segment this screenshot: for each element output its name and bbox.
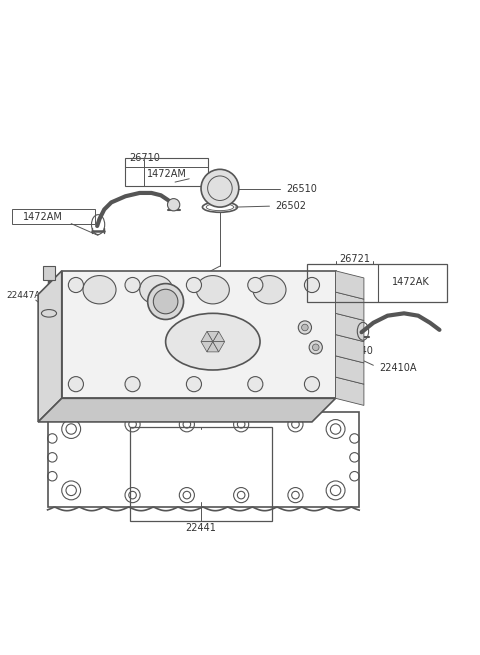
Bar [307, 264, 446, 301]
Bar [130, 426, 272, 521]
Ellipse shape [196, 276, 229, 304]
Polygon shape [62, 271, 336, 398]
Circle shape [201, 170, 239, 207]
Bar [12, 210, 95, 223]
Polygon shape [201, 342, 213, 352]
Circle shape [125, 377, 140, 392]
Polygon shape [336, 292, 364, 320]
Polygon shape [43, 266, 55, 280]
Circle shape [68, 377, 84, 392]
Polygon shape [207, 331, 219, 342]
Circle shape [148, 284, 183, 320]
Circle shape [301, 324, 308, 331]
Polygon shape [207, 342, 219, 352]
Text: 26740: 26740 [343, 346, 373, 356]
Circle shape [312, 344, 319, 350]
Circle shape [304, 278, 320, 293]
Text: 26710: 26710 [129, 153, 160, 164]
Circle shape [298, 321, 312, 334]
Ellipse shape [253, 276, 286, 304]
Text: 1472AV: 1472AV [322, 276, 359, 287]
Circle shape [68, 278, 84, 293]
Text: 26721: 26721 [339, 254, 370, 264]
Text: 22410A: 22410A [379, 363, 417, 373]
Circle shape [186, 278, 202, 293]
Circle shape [125, 278, 140, 293]
Polygon shape [336, 335, 364, 363]
Circle shape [248, 278, 263, 293]
Bar [125, 158, 208, 186]
Ellipse shape [83, 276, 116, 304]
Polygon shape [213, 342, 225, 352]
Text: 1472AM: 1472AM [147, 169, 187, 179]
Circle shape [304, 377, 320, 392]
Ellipse shape [166, 313, 260, 370]
Polygon shape [38, 398, 336, 422]
Text: 22447A: 22447A [7, 291, 41, 300]
Circle shape [153, 290, 178, 314]
Text: 26510: 26510 [286, 184, 317, 194]
Polygon shape [336, 271, 364, 299]
Polygon shape [38, 271, 62, 422]
Circle shape [248, 377, 263, 392]
Circle shape [168, 198, 180, 211]
Polygon shape [201, 331, 213, 342]
Circle shape [309, 341, 323, 354]
Polygon shape [336, 356, 364, 384]
Circle shape [186, 377, 202, 392]
Text: 22441: 22441 [186, 523, 216, 533]
Text: 26502: 26502 [276, 201, 307, 211]
Polygon shape [336, 313, 364, 342]
Text: 1472AM: 1472AM [23, 212, 63, 221]
Polygon shape [336, 377, 364, 405]
Ellipse shape [140, 276, 173, 304]
Polygon shape [213, 331, 225, 342]
Text: 1472AK: 1472AK [392, 276, 430, 287]
Text: 26740B: 26740B [248, 310, 286, 321]
